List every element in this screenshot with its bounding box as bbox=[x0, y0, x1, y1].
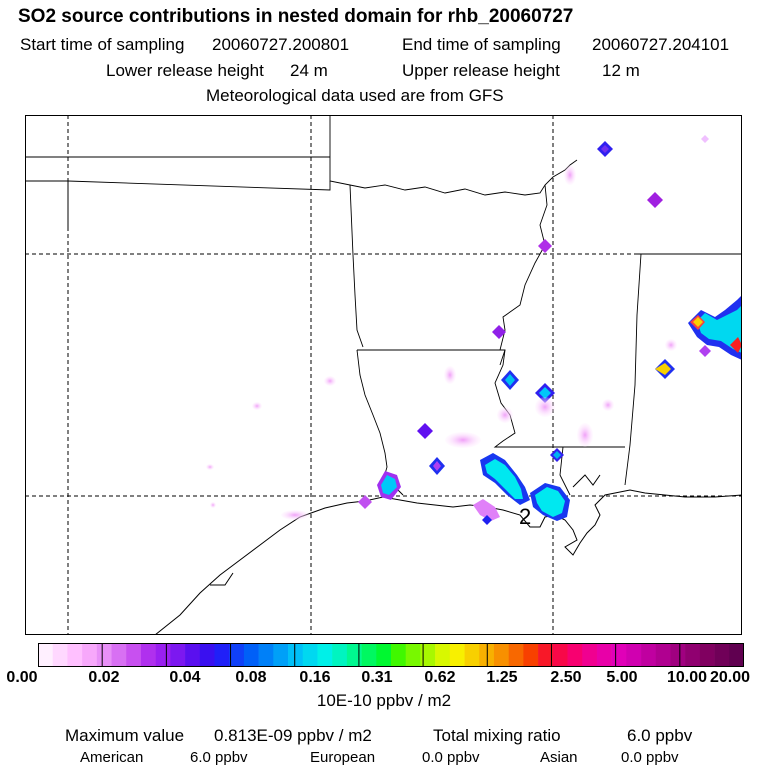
colorbar-segment bbox=[302, 643, 318, 667]
colorbar-segment bbox=[346, 643, 362, 667]
colorbar-segment bbox=[655, 643, 671, 667]
colorbar-segment bbox=[332, 643, 348, 667]
colorbar-segment bbox=[140, 643, 156, 667]
colorbar-tick-label: 0.00 bbox=[6, 669, 38, 686]
colorbar-segment bbox=[641, 643, 657, 667]
colorbar-segment bbox=[449, 643, 465, 667]
european-label: European bbox=[310, 749, 376, 766]
colorbar-segment bbox=[258, 643, 274, 667]
colorbar-segment bbox=[67, 643, 83, 667]
colorbar-tick-label: 0.62 bbox=[424, 669, 456, 686]
colorbar-segment bbox=[111, 643, 127, 667]
asian-label: Asian bbox=[540, 749, 578, 766]
colorbar-tick-label: 0.08 bbox=[235, 669, 267, 686]
lower-height-value: 24 m bbox=[290, 61, 328, 80]
colorbar-segment bbox=[405, 643, 421, 667]
colorbar-segment bbox=[214, 643, 230, 667]
met-data-line: Meteorological data used are from GFS bbox=[206, 86, 504, 105]
faint-plumes bbox=[206, 165, 677, 520]
colorbar-segment bbox=[38, 643, 54, 667]
colorbar-segment bbox=[273, 643, 289, 667]
colorbar-segment bbox=[229, 643, 245, 667]
grid-lines bbox=[25, 115, 742, 635]
colorbar-segment bbox=[523, 643, 539, 667]
colorbar-segment bbox=[729, 643, 744, 667]
colorbar-segment bbox=[464, 643, 480, 667]
end-time-value: 20060727.204101 bbox=[592, 35, 730, 54]
colorbar-segment bbox=[199, 643, 215, 667]
colorbar-segment bbox=[52, 643, 68, 667]
colorbar-tick-label: 0.02 bbox=[88, 669, 120, 686]
end-time-label: End time of sampling bbox=[402, 35, 561, 54]
map-border bbox=[25, 115, 742, 635]
colorbar-segment bbox=[155, 643, 171, 667]
colorbar-segment bbox=[317, 643, 333, 667]
upper-height-label: Upper release height bbox=[402, 61, 560, 80]
asian-value: 0.0 ppbv bbox=[621, 749, 679, 766]
colorbar-tick-label: 2.50 bbox=[550, 669, 582, 686]
colorbar-segment bbox=[391, 643, 407, 667]
colorbar-segment bbox=[435, 643, 451, 667]
colorbar-segment bbox=[582, 643, 598, 667]
units-label: 10E-10 ppbv / m2 bbox=[316, 691, 452, 710]
colorbar-border bbox=[38, 643, 744, 667]
coastline bbox=[154, 474, 742, 635]
colorbar-segment bbox=[420, 643, 436, 667]
start-time-value: 20060727.200801 bbox=[212, 35, 350, 54]
max-value: 0.813E-09 ppbv / m2 bbox=[214, 726, 372, 745]
state-boundaries bbox=[25, 115, 742, 496]
colorbar-tick-label: 20.00 bbox=[709, 669, 751, 686]
colorbar-tick-label: 1.25 bbox=[486, 669, 518, 686]
upper-height-value: 12 m bbox=[602, 61, 640, 80]
colorbar-segment bbox=[243, 643, 259, 667]
lower-height-label: Lower release height bbox=[106, 61, 264, 80]
total-mixing-value: 6.0 ppbv bbox=[627, 726, 693, 745]
colorbar-segment bbox=[626, 643, 642, 667]
colorbar-tick-label: 5.00 bbox=[606, 669, 638, 686]
page-title: SO2 source contributions in nested domai… bbox=[18, 6, 574, 27]
colorbar-tick-label: 0.31 bbox=[361, 669, 393, 686]
colorbar-segment bbox=[82, 643, 98, 667]
colorbar-segment bbox=[361, 643, 377, 667]
colorbar-segment bbox=[493, 643, 509, 667]
colorbar bbox=[38, 643, 744, 667]
american-label: American bbox=[80, 749, 144, 766]
colorbar-segment bbox=[126, 643, 142, 667]
total-mixing-label: Total mixing ratio bbox=[433, 726, 561, 745]
european-value: 0.0 ppbv bbox=[422, 749, 480, 766]
site-marker-label: 2 bbox=[519, 504, 531, 529]
colorbar-segment bbox=[185, 643, 201, 667]
colorbar-segment bbox=[699, 643, 715, 667]
colorbar-segment bbox=[288, 643, 304, 667]
colorbar-tick-label: 10.00 bbox=[666, 669, 708, 686]
colorbar-segment bbox=[538, 643, 554, 667]
colorbar-segment bbox=[670, 643, 686, 667]
colorbar-segment bbox=[376, 643, 392, 667]
colorbar-segment bbox=[96, 643, 112, 667]
map-panel: 2 bbox=[25, 115, 742, 635]
american-value: 6.0 ppbv bbox=[190, 749, 248, 766]
colorbar-segment bbox=[552, 643, 568, 667]
colorbar-segment bbox=[714, 643, 730, 667]
colorbar-segment bbox=[508, 643, 524, 667]
colorbar-tick-label: 0.16 bbox=[299, 669, 331, 686]
colorbar-segment bbox=[685, 643, 701, 667]
start-time-label: Start time of sampling bbox=[20, 35, 185, 54]
colorbar-segment bbox=[170, 643, 186, 667]
max-value-label: Maximum value bbox=[65, 726, 185, 745]
colorbar-segment bbox=[479, 643, 495, 667]
colorbar-segment bbox=[567, 643, 583, 667]
colorbar-segment bbox=[596, 643, 612, 667]
concentration-plumes bbox=[358, 135, 742, 525]
colorbar-tick-label: 0.04 bbox=[169, 669, 201, 686]
colorbar-segment bbox=[611, 643, 627, 667]
